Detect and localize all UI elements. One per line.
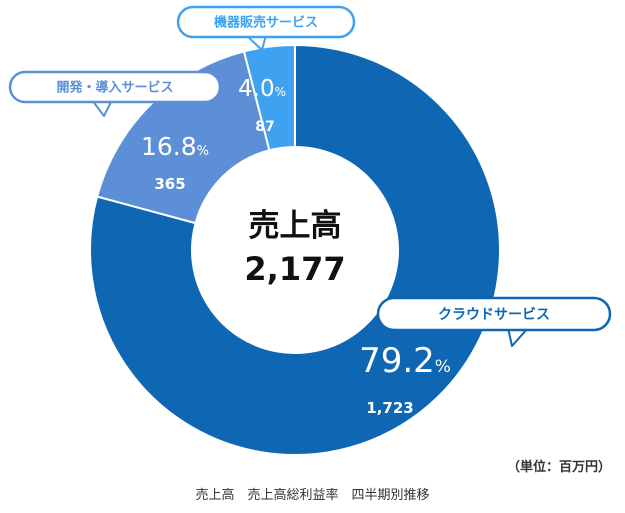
slice-3-legend-label: 機器販売サービス [214, 15, 318, 31]
slice-1-percent-label: 79.2% [359, 341, 451, 381]
slice-2-value-label: 365 [154, 175, 185, 193]
chart-caption: 売上高 売上高総利益率 四半期別推移 [195, 488, 430, 503]
slice-3-value-label: 87 [255, 119, 274, 135]
slice-2-callout: 開発・導入サービス [8, 70, 222, 117]
callout-bubble [376, 296, 612, 332]
unit-note: （単位：百万円） [506, 460, 611, 475]
callout-labels: クラウドサービス 開発・導入サービス 機器販売サービス [8, 5, 612, 347]
slice-3-percent-label: 4.0% [238, 76, 286, 102]
slice-1-legend-label: クラウドサービス [438, 307, 550, 323]
slice-3-callout: 機器販売サービス [176, 5, 356, 51]
slice-1-value-label: 1,723 [366, 399, 413, 417]
callout-bubble [176, 5, 356, 39]
center-total-value: 2,177 [244, 250, 345, 288]
donut-slices [89, 43, 501, 456]
slice-value-labels: 79.2% 1,723 16.8% 365 4.0% 87 [141, 76, 451, 417]
slice-1-callout: クラウドサービス [376, 296, 612, 347]
center-title: 売上高 [249, 208, 342, 244]
slice-2-percent-label: 16.8% [141, 132, 209, 161]
callout-bubble [8, 70, 222, 104]
slice-2-arc [95, 50, 271, 225]
slice-1-arc [89, 43, 501, 456]
slice-2-legend-label: 開発・導入サービス [56, 80, 173, 96]
